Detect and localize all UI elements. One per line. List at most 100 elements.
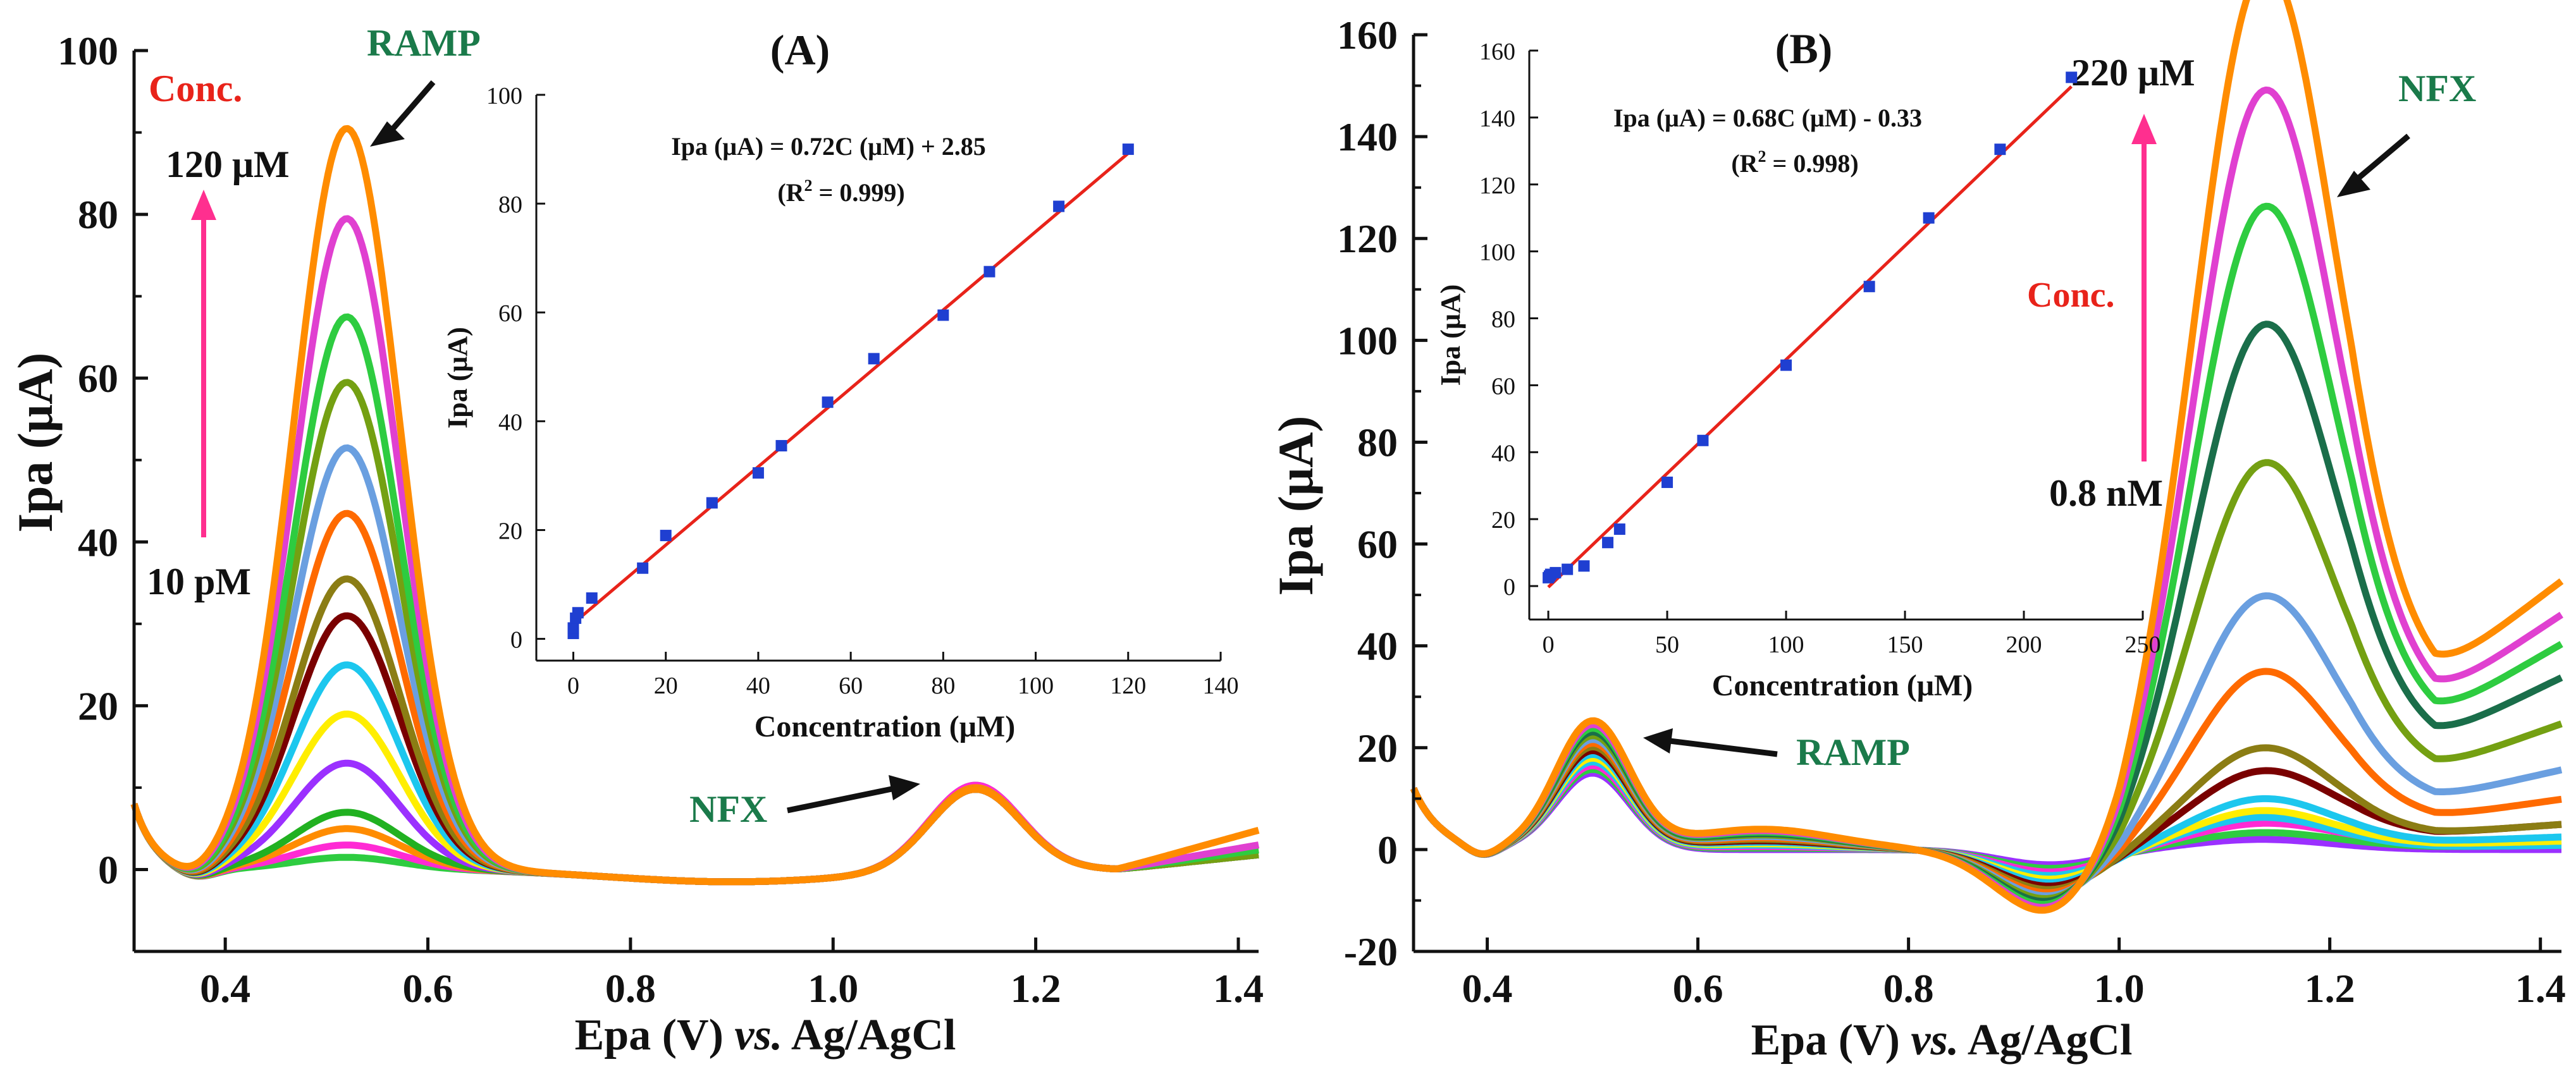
inset-x-tick-label: 0 [567,673,579,699]
inset-y-tick-label: 100 [486,83,522,109]
panel-b-inset: 0 20 40 60 80 100 120 140 160 0 50 100 150 200 250 Conc… [1435,25,2161,702]
inset-data-point [1863,281,1875,293]
inset-data-point [937,309,949,321]
inset-x-tick-label: 60 [839,673,863,699]
panel-b-nfx-label: NFX [2398,68,2476,109]
y-tick-label: 40 [1357,624,1398,669]
series-c15-line [1410,0,2564,914]
x-tick-label: 1.0 [2094,966,2145,1011]
inset-ylabel: Ipa (μA) [1435,284,1466,386]
panel-a-nfx-label: NFX [689,788,767,830]
x-tick-label: 0.4 [1462,966,1513,1011]
y-tick-label: 100 [58,28,118,73]
inset-data-point [1053,200,1065,212]
inset-ylabel: Ipa (μA) [442,327,473,429]
y-tick-label: 60 [1357,522,1398,567]
x-tick-label: 0.4 [200,966,250,1011]
inset-y-tick-label: 80 [498,192,522,218]
inset-x-tick-label: 0 [1543,632,1555,658]
x-tick-label: 1.4 [1213,966,1264,1011]
panel-a-inset: 0 20 40 60 80 100 0 20 40 60 80 100 120 140 Concentrat… [442,26,1239,743]
panel-a-conc-arrow [191,190,216,537]
inset-x-tick-label: 20 [654,673,678,699]
inset-data-point [637,562,649,574]
inset-data-point [1602,537,1614,549]
inset-equation: Ipa (μA) = 0.68C (μM) - 0.33 [1613,104,1922,132]
inset-fit-line [1547,85,2073,589]
x-tick-label: 0.6 [1673,966,1723,1011]
inset-y-tick-label: 40 [1491,440,1515,467]
inset-data-point [2066,71,2078,83]
inset-y-tick-label: 100 [1479,240,1515,266]
inset-data-point [1550,566,1562,578]
panel-a-conc-label: Conc. [149,68,242,109]
y-tick-label: -20 [1344,929,1398,974]
panel-a-ramp-label: RAMP [367,22,481,64]
x-tick-label: 1.2 [1011,966,1061,1011]
panel-b-low-conc-label: 0.8 nM [2049,472,2163,514]
y-tick-label: 60 [78,356,118,401]
inset-y-tick-label: 40 [498,409,522,436]
inset-data-point [1697,434,1709,446]
inset-x-tick-label: 120 [1110,673,1146,699]
inset-data-point [822,396,834,408]
inset-y-tick-label: 0 [510,627,522,654]
x-tick-label: 0.6 [403,966,453,1011]
inset-data-point [706,497,718,509]
y-tick-label: 100 [1337,318,1398,363]
y-tick-label: 80 [78,192,118,237]
x-tick-label: 1.0 [808,966,858,1011]
inset-data-point [1661,476,1673,488]
inset-y-tick-label: 120 [1479,173,1515,199]
inset-data-point [572,607,584,619]
panel-a-nfx-arrow [787,775,920,814]
panel-b-ramp-label: RAMP [1796,731,1910,773]
inset-x-tick-label: 250 [2125,632,2161,658]
inset-y-tick-label: 60 [498,300,522,327]
panel-a-ylabel: Ipa (μA) [8,353,63,533]
panel-b-conc-arrow [2131,114,2157,461]
inset-data-point [1562,563,1574,575]
panel-b-conc-label: Conc. [2027,276,2114,315]
panel-a-curves [130,125,1260,886]
panel-a: 0 20 40 60 80 100 0.4 0.6 0.8 1.0 1.2 1.4 Ipa (μA) … [8,22,1264,1060]
panel-b-ramp-arrow [1643,728,1778,757]
inset-x-tick-label: 100 [1768,632,1804,658]
y-tick-label: 160 [1337,13,1398,58]
inset-x-tick-label: 80 [931,673,955,699]
panel-b-ylabel: Ipa (μA) [1268,416,1323,596]
x-tick-label: 0.8 [1883,966,1934,1011]
y-tick-label: 120 [1337,216,1398,261]
inset-y-tick-label: 0 [1503,574,1515,601]
panel-a-ramp-arrow [370,80,436,147]
y-tick-label: 0 [98,847,118,892]
inset-y-tick-label: 80 [1491,307,1515,333]
panel-b: -20 0 20 40 60 80 100 120 140 160 0.4 0.6 0.8 1.0 1.2 1… [1268,0,2566,1065]
inset-data-point [660,530,672,542]
panel-label: (A) [770,26,830,74]
inset-x-tick-label: 200 [2006,632,2042,658]
y-tick-label: 80 [1357,420,1398,465]
inset-y-tick-label: 60 [1491,373,1515,400]
x-tick-label: 1.4 [2515,966,2566,1011]
panel-a-xlabel: Epa (V) vs. Ag/AgCl [575,1011,956,1060]
panel-a-high-conc-label: 120 μM [166,144,290,185]
inset-x-tick-label: 40 [746,673,770,699]
inset-xlabel: Concentration (μM) [1712,669,1973,702]
inset-xlabel: Concentration (μM) [755,710,1015,743]
series-c13-line [1410,202,2563,908]
panel-b-axes: -20 0 20 40 60 80 100 120 140 160 0.4 0.6 0.8 1.0 1.2 1… [1337,13,2566,1011]
inset-data-point [1923,212,1935,224]
inset-data-point [1122,144,1134,156]
panel-b-high-conc-label: 220 μM [2071,52,2195,94]
series-c14-line [1410,86,2563,911]
panel-a-low-conc-label: 10 pM [147,561,251,602]
inset-data-point [983,266,995,278]
inset-x-tick-label: 140 [1203,673,1239,699]
inset-x-tick-label: 150 [1887,632,1923,658]
y-tick-label: 20 [78,683,118,728]
inset-equation: Ipa (μA) = 0.72C (μM) + 2.85 [671,132,986,161]
panel-b-curves [1410,0,2564,914]
inset-data-point [1994,144,2006,156]
